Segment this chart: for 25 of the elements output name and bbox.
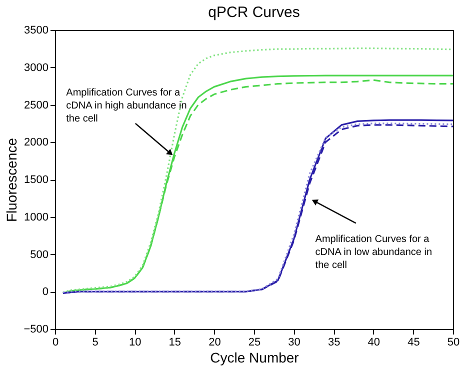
x-tick-label: 35: [328, 336, 340, 348]
x-tick-label: 15: [168, 336, 182, 348]
x-tick-label: 10: [128, 336, 142, 348]
y-tick-label: 500: [30, 248, 48, 261]
x-tick-label: 5: [92, 336, 98, 348]
y-tick-label: −500: [24, 324, 48, 336]
x-tick-label: 40: [368, 336, 380, 348]
x-tick-label: 50: [447, 336, 460, 348]
annotation: Amplification Curves for a cDNA in low abundance in the cell: [315, 234, 432, 272]
x-tick-label: 0: [52, 336, 59, 348]
y-tick-label: 2000: [24, 136, 48, 149]
x-axis-title: Cycle Number: [210, 350, 300, 366]
x-tick-label: 30: [288, 336, 300, 348]
y-tick-label: 2500: [24, 99, 48, 112]
y-tick-label: 1000: [24, 211, 48, 224]
chart-title: qPCR Curves: [208, 4, 300, 21]
x-tick-label: 45: [408, 336, 420, 348]
x-tick-label: 20: [208, 336, 221, 348]
y-tick-label: 3500: [24, 24, 48, 36]
y-axis-title: Fluorescence: [4, 138, 20, 222]
annotation: Amplification Curves for a cDNA in high abundance in the cell: [66, 88, 187, 125]
y-tick-label: 3000: [24, 62, 48, 74]
y-tick-label: 0: [42, 286, 48, 298]
y-tick-label: 1500: [24, 174, 48, 186]
x-tick-label: 25: [248, 336, 261, 348]
